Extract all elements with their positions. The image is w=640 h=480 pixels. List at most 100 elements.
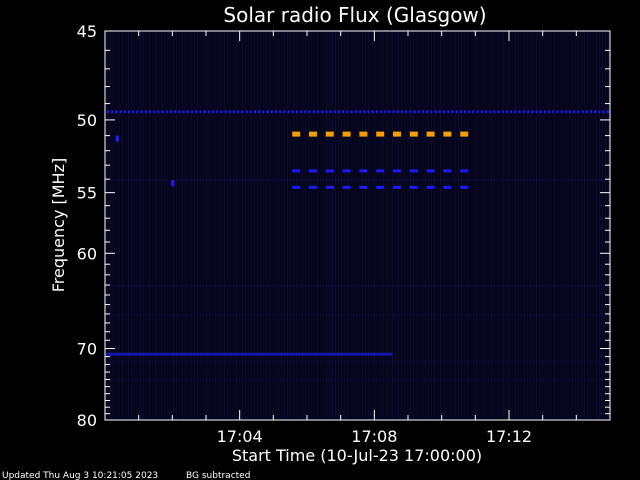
x-tick-label: 17:12 bbox=[486, 427, 532, 446]
band-segment bbox=[413, 110, 416, 114]
noise-stripe bbox=[533, 32, 534, 419]
noise-stripe bbox=[191, 32, 192, 419]
noise-stripe bbox=[428, 32, 429, 419]
noise-stripe bbox=[332, 32, 333, 419]
band-segment bbox=[161, 110, 164, 114]
noise-stripe bbox=[305, 32, 306, 419]
band-segment bbox=[430, 110, 433, 114]
band-segment bbox=[359, 131, 368, 137]
noise-stripe bbox=[140, 32, 141, 419]
noise-stripe bbox=[413, 32, 414, 419]
noise-stripe bbox=[461, 32, 462, 419]
band-segment bbox=[585, 110, 588, 114]
noise-stripe bbox=[149, 32, 150, 419]
noise-stripe bbox=[125, 32, 126, 419]
band-segment bbox=[527, 110, 529, 114]
noise-stripe bbox=[548, 32, 549, 419]
noise-stripe bbox=[128, 32, 129, 419]
band-segment bbox=[393, 131, 401, 137]
band-segment bbox=[426, 185, 435, 189]
noise-stripe bbox=[173, 32, 174, 419]
noise-stripe bbox=[386, 32, 387, 419]
band-segment bbox=[296, 110, 298, 114]
x-axis-label: Start Time (10-Jul-23 17:00:00) bbox=[232, 446, 482, 465]
band-segment bbox=[258, 110, 261, 114]
band-segment bbox=[375, 110, 378, 114]
noise-stripe bbox=[293, 32, 294, 419]
noise-stripe bbox=[269, 32, 270, 419]
noise-stripe bbox=[596, 32, 597, 419]
noise-stripe bbox=[503, 32, 504, 419]
noise-stripe bbox=[545, 32, 546, 419]
noise-stripe bbox=[239, 32, 240, 419]
band-segment bbox=[522, 110, 525, 114]
noise-stripe bbox=[566, 32, 567, 419]
noise-stripe bbox=[506, 32, 507, 419]
noise-stripe bbox=[131, 32, 132, 419]
noise-stripe bbox=[164, 32, 165, 419]
noise-stripe bbox=[212, 32, 213, 419]
noise-stripe bbox=[116, 32, 117, 419]
band-segment bbox=[342, 185, 351, 189]
plot-frame bbox=[104, 30, 611, 421]
band-segment bbox=[212, 110, 214, 114]
band-segment bbox=[367, 110, 370, 114]
band-segment bbox=[182, 110, 185, 114]
noise-stripe bbox=[278, 32, 279, 419]
band-segment bbox=[569, 110, 571, 114]
band-segment bbox=[359, 110, 361, 114]
band-segment bbox=[376, 169, 385, 173]
noise-stripe bbox=[329, 32, 330, 419]
band-segment bbox=[510, 110, 513, 114]
noise-stripe bbox=[521, 32, 522, 419]
y-tick-label: 80 bbox=[77, 411, 97, 430]
band-segment bbox=[455, 110, 458, 114]
noise-stripe bbox=[335, 32, 336, 419]
band-segment bbox=[140, 110, 143, 114]
noise-stripe bbox=[488, 32, 489, 419]
noise-stripe bbox=[302, 32, 303, 419]
noise-stripe bbox=[242, 32, 243, 419]
band-segment bbox=[287, 110, 290, 114]
band-segment bbox=[434, 110, 437, 114]
band-segment bbox=[438, 110, 441, 114]
noise-row bbox=[106, 179, 609, 182]
band-segment bbox=[388, 110, 391, 114]
noise-stripe bbox=[287, 32, 288, 419]
band-segment bbox=[321, 110, 324, 114]
band-segment bbox=[422, 110, 424, 114]
background-note: BG subtracted bbox=[186, 471, 250, 480]
band-segment bbox=[115, 110, 118, 114]
band-segment bbox=[329, 110, 332, 114]
band-segment bbox=[359, 169, 368, 173]
noise-stripe bbox=[482, 32, 483, 419]
band-segment bbox=[119, 110, 122, 114]
band-segment bbox=[342, 110, 345, 114]
noise-stripe bbox=[257, 32, 258, 419]
band-segment bbox=[325, 110, 328, 114]
noise-stripe bbox=[263, 32, 264, 419]
band-segment bbox=[275, 110, 277, 114]
noise-stripe bbox=[368, 32, 369, 419]
noise-stripe bbox=[452, 32, 453, 419]
band-segment bbox=[149, 110, 151, 114]
band-segment bbox=[426, 110, 429, 114]
noise-stripe bbox=[602, 32, 603, 419]
noise-stripe bbox=[260, 32, 261, 419]
band-segment bbox=[325, 185, 334, 189]
noise-stripe bbox=[398, 32, 399, 419]
band-segment bbox=[199, 110, 202, 114]
band-segment bbox=[292, 185, 301, 189]
band-segment bbox=[564, 110, 567, 114]
x-tick-label: 17:08 bbox=[351, 427, 397, 446]
noise-stripe bbox=[218, 32, 219, 419]
band-segment bbox=[497, 110, 500, 114]
noise-stripe bbox=[158, 32, 159, 419]
noise-stripe bbox=[464, 32, 465, 419]
noise-stripe bbox=[299, 32, 300, 419]
noise-stripe bbox=[185, 32, 186, 419]
y-axis-ticks: 45 50 55 60 70 80 bbox=[77, 22, 610, 430]
noise-stripe bbox=[497, 32, 498, 419]
band-segment bbox=[363, 110, 366, 114]
band-segment bbox=[598, 110, 601, 114]
